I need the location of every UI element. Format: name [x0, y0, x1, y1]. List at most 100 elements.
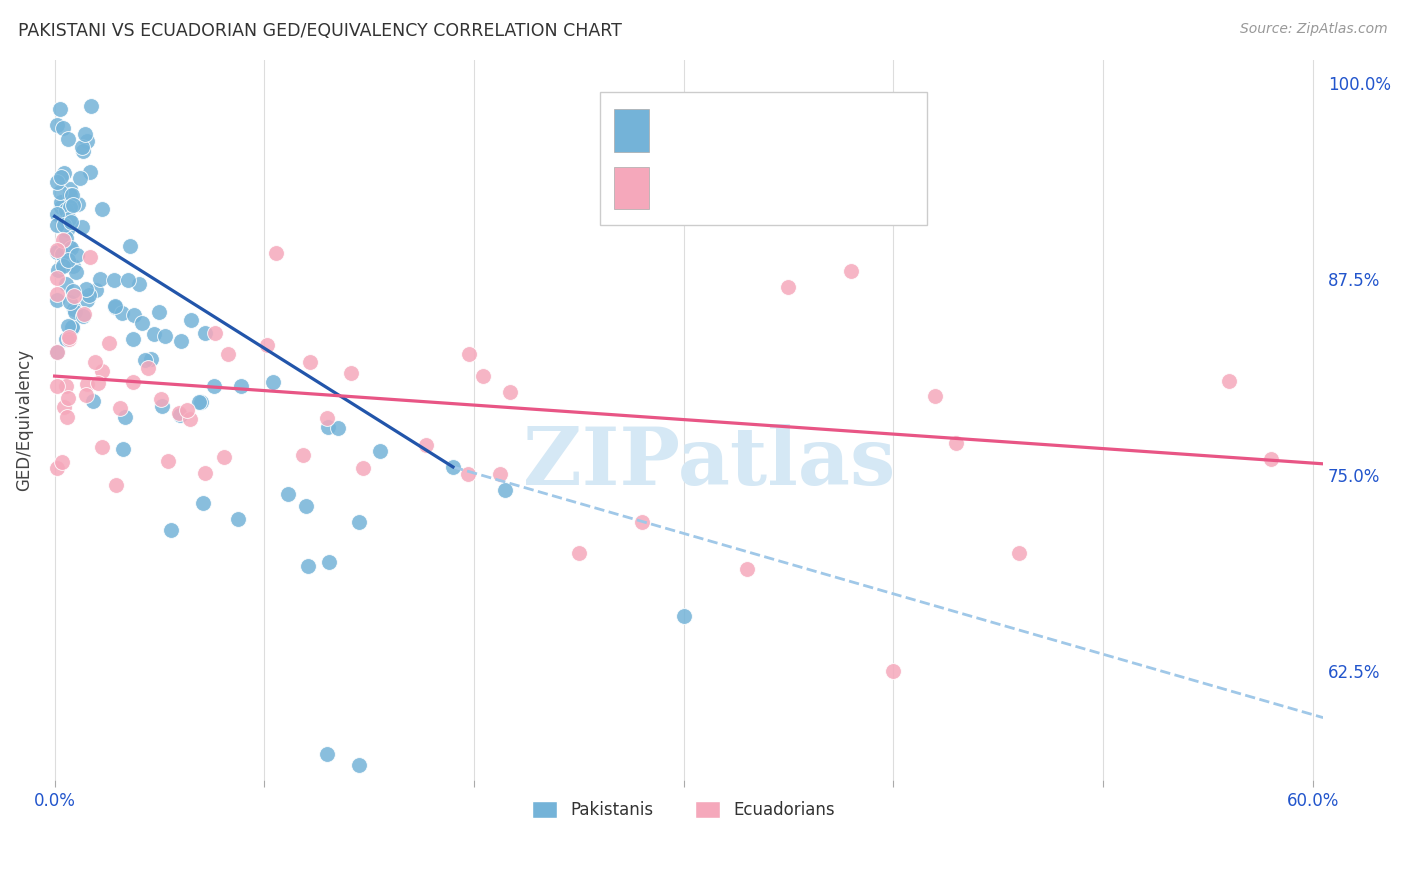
Point: [58, 252, 80, 267]
Point: [52, 260, 75, 274]
Point: [156, 453, 179, 467]
Point: [841, 264, 863, 278]
Point: [499, 385, 522, 400]
Point: [202, 378, 225, 392]
Point: [326, 421, 349, 435]
Point: [83, 355, 105, 369]
Point: [45, 243, 67, 257]
Point: [111, 442, 134, 456]
Point: [229, 379, 252, 393]
Point: [457, 347, 479, 361]
Point: [73, 128, 96, 142]
Point: [114, 410, 136, 425]
Point: [65, 265, 87, 279]
Point: [89, 272, 111, 286]
Point: [45, 345, 67, 359]
Point: [52, 219, 75, 233]
Point: [672, 608, 695, 623]
Point: [58, 240, 80, 254]
Point: [122, 376, 145, 390]
Point: [352, 460, 374, 475]
Point: [45, 287, 67, 301]
Point: [49, 201, 72, 215]
Point: [176, 403, 198, 417]
Legend: Pakistanis, Ecuadorians: Pakistanis, Ecuadorians: [526, 795, 842, 826]
Point: [72, 140, 94, 154]
Point: [882, 664, 904, 678]
Point: [256, 338, 278, 352]
Point: [45, 245, 67, 260]
Point: [66, 197, 89, 211]
Point: [49, 185, 72, 199]
Point: [59, 295, 82, 310]
Point: [73, 307, 96, 321]
Point: [48, 102, 70, 116]
Point: [80, 99, 103, 113]
Point: [52, 233, 75, 247]
Point: [45, 175, 67, 189]
Point: [62, 289, 84, 303]
Point: [55, 409, 77, 424]
Point: [1218, 374, 1240, 388]
Point: [56, 319, 79, 334]
Point: [45, 378, 67, 392]
Point: [108, 401, 131, 415]
Point: [347, 757, 370, 772]
Point: [188, 395, 211, 409]
Point: [494, 483, 516, 498]
Point: [489, 467, 512, 481]
Point: [90, 440, 112, 454]
Point: [316, 419, 339, 434]
Point: [472, 368, 495, 383]
Point: [134, 353, 156, 368]
Point: [84, 283, 107, 297]
Point: [292, 448, 315, 462]
Point: [104, 477, 127, 491]
Point: [66, 248, 89, 262]
Point: [122, 332, 145, 346]
Point: [45, 293, 67, 308]
Point: [139, 351, 162, 366]
Point: [52, 400, 75, 414]
Point: [62, 284, 84, 298]
Point: [59, 182, 82, 196]
Text: ZIPatlas: ZIPatlas: [523, 425, 896, 502]
Point: [104, 300, 127, 314]
Point: [72, 309, 94, 323]
Point: [568, 546, 591, 560]
Point: [457, 467, 479, 481]
Point: [59, 187, 82, 202]
Point: [295, 499, 318, 513]
Point: [55, 223, 77, 237]
Point: [415, 438, 437, 452]
Point: [204, 326, 226, 341]
Point: [179, 412, 201, 426]
Point: [45, 461, 67, 475]
Point: [297, 559, 319, 574]
Point: [60, 319, 83, 334]
Point: [98, 336, 121, 351]
Point: [340, 367, 363, 381]
Point: [149, 392, 172, 406]
Point: [76, 293, 98, 307]
Point: [58, 211, 80, 226]
Point: [76, 134, 98, 148]
Point: [55, 202, 77, 217]
Point: [51, 455, 73, 469]
Point: [59, 200, 82, 214]
Point: [90, 364, 112, 378]
Point: [63, 301, 86, 316]
Point: [63, 304, 86, 318]
Point: [60, 321, 83, 335]
Point: [180, 313, 202, 327]
Point: [153, 328, 176, 343]
Point: [62, 198, 84, 212]
Point: [104, 299, 127, 313]
Point: [276, 486, 298, 500]
Point: [212, 450, 235, 465]
Point: [82, 394, 104, 409]
Point: [315, 411, 337, 425]
Point: [194, 326, 217, 340]
Point: [59, 215, 82, 229]
Point: [148, 304, 170, 318]
